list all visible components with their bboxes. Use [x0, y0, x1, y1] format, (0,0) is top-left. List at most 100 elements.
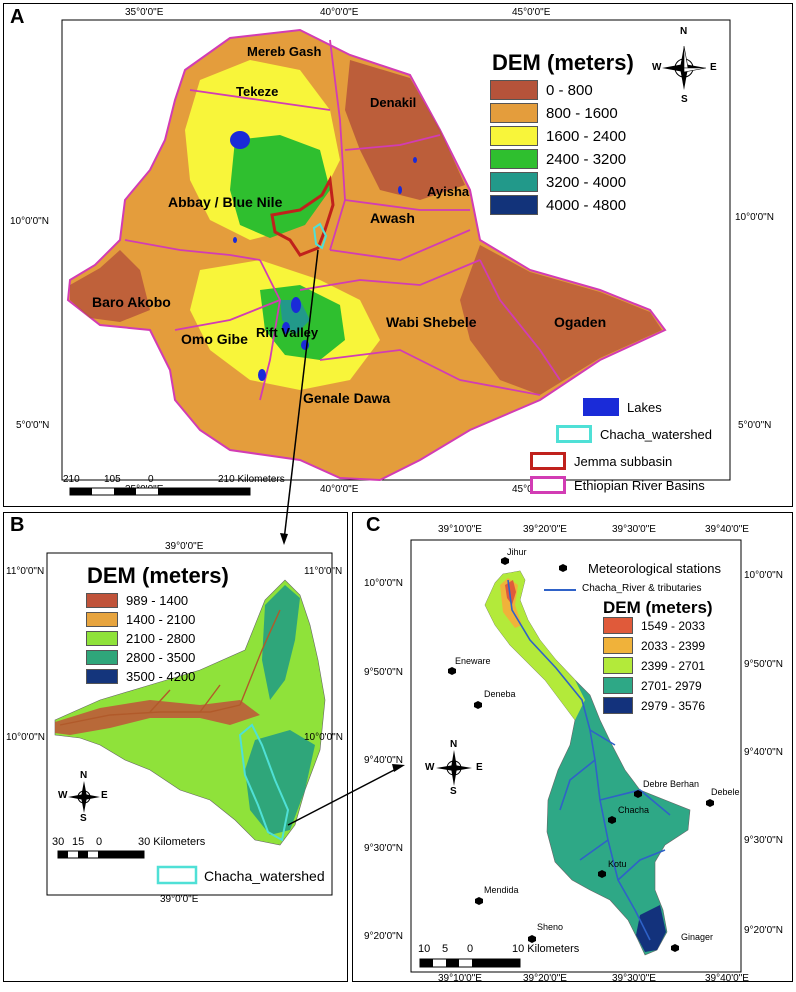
c-compass-s: S [450, 786, 457, 797]
b-dem-legend-swatch [86, 612, 118, 627]
b-lat-right-2: 10°0'0"N [304, 732, 343, 743]
station-eneware: Eneware [455, 656, 491, 666]
highland-green-north [230, 135, 330, 238]
b-dem-legend-swatch [86, 631, 118, 646]
a-lon-top-2: 40°0'0"E [320, 7, 359, 18]
c-lat-left-2: 9°50'0"N [364, 667, 403, 678]
a-feature-legend-item: Lakes [583, 398, 662, 416]
c-dem-legend-swatch [603, 697, 633, 714]
b-lat-left-2: 10°0'0"N [6, 732, 45, 743]
b-lon-bottom: 39°0'0"E [160, 894, 199, 905]
c-compass-e: E [476, 762, 483, 773]
a-dem-legend-label: 1600 - 2400 [546, 127, 627, 145]
a-dem-legend-item: 0 - 800 [490, 80, 593, 100]
a-legend-title: DEM (meters) [492, 50, 634, 75]
basin-label-tekeze: Tekeze [236, 84, 279, 99]
a-compass-s: S [681, 94, 688, 105]
c-dem-legend-label: 2399 - 2701 [641, 658, 706, 673]
b-dem-legend-label: 2800 - 3500 [126, 650, 196, 665]
station-debre-berhan: Debre Berhan [643, 779, 700, 789]
a-dem-legend-label: 0 - 800 [546, 81, 593, 99]
a-scale-105: 105 [104, 474, 121, 485]
c-scale-5: 5 [442, 943, 449, 955]
c-lon-bottom-3: 39°30'0"E [612, 973, 656, 984]
panel-b-letter: B [10, 514, 25, 536]
a-lon-top-3: 45°0'0"E [512, 7, 551, 18]
a-lat-left-1: 10°0'0"N [10, 216, 49, 227]
b-dem-legend-item: 2800 - 3500 [86, 650, 195, 665]
basin-label-baro-akobo: Baro Akobo [92, 294, 171, 310]
b-lat-left-1: 11°0'0"N [6, 566, 45, 577]
station-deneba: Deneba [484, 689, 516, 699]
b-compass-e: E [101, 790, 108, 801]
a-compass-e: E [710, 62, 717, 73]
c-lon-top-4: 39°40'0"E [705, 524, 749, 535]
c-dem-legend-swatch [603, 637, 633, 654]
c-dem-legend-item: 2701- 2979 [603, 677, 702, 694]
c-compass-n: N [450, 739, 458, 750]
c-lat-right-5: 9°20'0"N [744, 925, 783, 936]
c-dem-legend-item: 2399 - 2701 [603, 657, 705, 674]
c-lat-right-4: 9°30'0"N [744, 835, 783, 846]
c-compass-w: W [425, 762, 435, 773]
c-dem-legend-label: 2701- 2979 [641, 678, 702, 693]
c-dem-legend-label: 2033 - 2399 [641, 638, 706, 653]
b-scale-0: 0 [96, 836, 103, 848]
a-feature-legend-item: Ethiopian River Basins [530, 476, 705, 494]
basin-label-ayisha: Ayisha [427, 184, 470, 199]
a-lon-top-1: 35°0'0"E [125, 7, 164, 18]
station-mendida: Mendida [484, 885, 519, 895]
a-feature-legend-label: Ethiopian River Basins [574, 477, 705, 493]
station-debele: Debele [711, 787, 740, 797]
a-lat-right-1: 10°0'0"N [735, 212, 774, 223]
a-dem-legend-item: 800 - 1600 [490, 103, 618, 123]
basin-label-genale-dawa: Genale Dawa [303, 390, 391, 406]
c-dem-legend-label: 2979 - 3576 [641, 698, 706, 713]
b-legend-title: DEM (meters) [87, 563, 229, 588]
a-dem-legend-item: 4000 - 4800 [490, 195, 626, 215]
c-lon-bottom-2: 39°20'0"E [523, 973, 567, 984]
c-scale-km: 10 Kilometers [512, 943, 580, 955]
a-feature-legend-swatch [530, 476, 566, 494]
panel-a [3, 3, 793, 507]
b-dem-legend-swatch [86, 669, 118, 684]
a-dem-legend-item: 2400 - 3200 [490, 149, 626, 169]
station-ginager: Ginager [681, 932, 714, 942]
basin-label-ogaden: Ogaden [554, 314, 607, 330]
basin-label-rift-valley: Rift Valley [256, 325, 319, 340]
b-lon-top: 39°0'0"E [165, 541, 204, 552]
c-dem-legend-item: 2033 - 2399 [603, 637, 705, 654]
chacha-river [507, 579, 651, 941]
a-dem-legend-label: 4000 - 4800 [546, 196, 627, 214]
lake-tana [230, 131, 250, 149]
panel-b [3, 512, 348, 982]
a-feature-legend-label: Jemma subbasin [574, 453, 673, 469]
b-dem-legend-item: 989 - 1400 [86, 593, 188, 608]
a-dem-legend-label: 800 - 1600 [546, 104, 618, 122]
b-compass-icon [68, 781, 100, 813]
c-lon-top-2: 39°20'0"E [523, 524, 567, 535]
b-dem-legend-label: 2100 - 2800 [126, 631, 196, 646]
c-compass-icon [436, 750, 472, 786]
lowland-west [70, 250, 150, 322]
c-lat-right-2: 9°50'0"N [744, 659, 783, 670]
b-dem-legend-item: 1400 - 2100 [86, 612, 195, 627]
basin-label-abbay: Abbay / Blue Nile [168, 194, 283, 210]
station-jihur: Jihur [507, 547, 527, 557]
c-scale-0: 0 [467, 943, 474, 955]
b-scale-30: 30 [52, 836, 65, 848]
basin-label-omo-gibe: Omo Gibe [181, 331, 248, 347]
a-feature-legend-swatch [530, 452, 566, 470]
b-dem-legend-label: 1400 - 2100 [126, 612, 196, 627]
a-dem-legend-swatch [490, 149, 538, 169]
c-river-legend: Chacha_River & tributaries [582, 583, 702, 594]
a-dem-legend-label: 3200 - 4000 [546, 173, 627, 191]
b-dem-legend-item: 2100 - 2800 [86, 631, 195, 646]
c-station-legend: Meteorological stations [588, 561, 721, 576]
a-compass-w: W [652, 62, 662, 73]
